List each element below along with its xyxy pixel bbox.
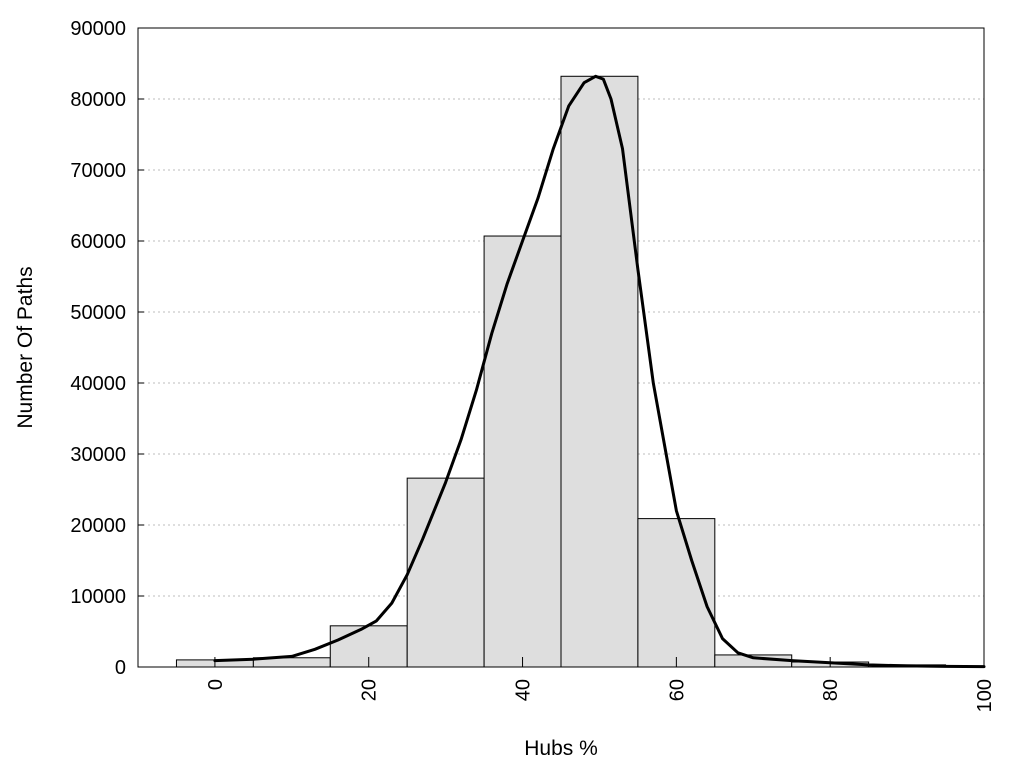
density-curve	[213, 74, 986, 669]
y-axis-title: Number Of Paths	[14, 266, 37, 428]
y-tick-label: 50000	[70, 302, 126, 324]
x-tick-label: 80	[820, 679, 842, 701]
x-tick-label: 40	[513, 679, 535, 701]
grid-lines	[138, 98, 984, 597]
y-tick-label: 80000	[70, 89, 126, 111]
plot-frame	[137, 27, 985, 668]
density-curve-layer	[213, 74, 986, 669]
histogram-bar	[483, 235, 562, 668]
y-tick-label: 30000	[70, 444, 126, 466]
y-tick-label: 40000	[70, 373, 126, 395]
tick-labels: 0 10000 20000 30000 40000 50000 60000 70000 8000…	[70, 18, 996, 712]
y-tick-label: 60000	[70, 231, 126, 253]
y-tick-label: 70000	[70, 160, 126, 182]
histogram-bar	[560, 75, 639, 668]
axis-ticks	[138, 27, 985, 668]
histogram-bars	[175, 75, 985, 668]
x-tick-label: 100	[974, 679, 996, 712]
x-tick-label: 0	[205, 679, 227, 690]
y-tick-label: 20000	[70, 515, 126, 537]
y-tick-label: 10000	[70, 586, 126, 608]
y-tick-label: 90000	[70, 18, 126, 40]
x-tick-label: 60	[666, 679, 688, 701]
histogram-bar	[406, 477, 485, 668]
y-tick-label: 0	[115, 657, 126, 679]
x-axis-title: Hubs %	[524, 737, 598, 760]
x-tick-label: 20	[359, 679, 381, 701]
